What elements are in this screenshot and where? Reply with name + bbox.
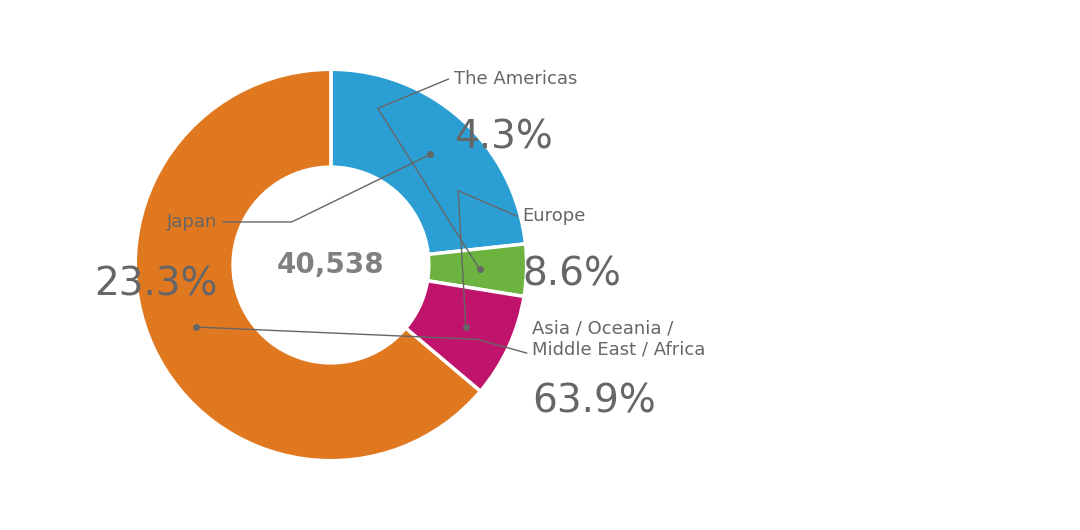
- Text: 8.6%: 8.6%: [523, 256, 622, 294]
- Text: Europe: Europe: [523, 207, 586, 225]
- Text: 40,538: 40,538: [278, 251, 384, 279]
- Wedge shape: [330, 69, 526, 254]
- Wedge shape: [135, 69, 481, 461]
- Text: Asia / Oceania /
Middle East / Africa: Asia / Oceania / Middle East / Africa: [532, 320, 706, 359]
- Wedge shape: [406, 281, 524, 391]
- Text: 4.3%: 4.3%: [455, 119, 553, 157]
- Text: The Americas: The Americas: [455, 70, 578, 88]
- Text: Japan: Japan: [167, 213, 217, 231]
- Text: 23.3%: 23.3%: [94, 266, 217, 304]
- Wedge shape: [428, 244, 527, 296]
- Text: 63.9%: 63.9%: [532, 383, 657, 421]
